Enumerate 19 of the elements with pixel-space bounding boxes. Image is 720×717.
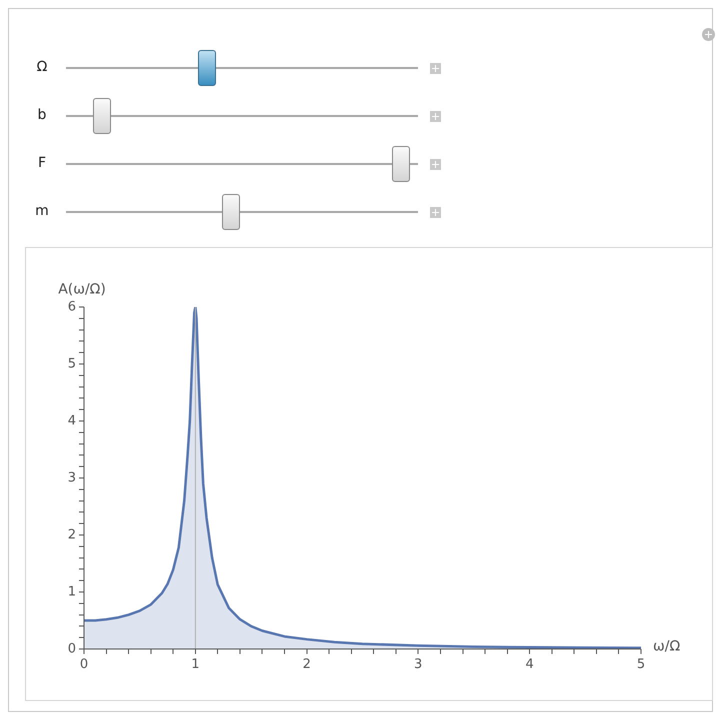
y-tick-label: 6 [68,299,76,314]
text: b [36,107,48,123]
text: m [34,203,50,219]
x-tick-label: 4 [525,657,534,672]
x-tick-label: 1 [191,657,200,672]
y-tick-label: 1 [68,584,76,600]
y-tick-label: 3 [68,470,76,486]
y-tick-label: 4 [68,413,76,428]
x-tick-label: 2 [302,657,311,672]
text: Ω [36,59,48,75]
x-tick-label: 3 [414,657,422,672]
y-tick-label: 5 [68,356,76,372]
text: F [36,155,48,171]
y-tick-label: 2 [68,527,76,542]
x-tick-label: 0 [80,657,88,672]
x-tick-label: 5 [636,657,646,672]
y-tick-label: 0 [68,641,76,656]
y-axis-title: A(ω/Ω) [58,282,106,298]
x-axis-title: ω/Ω [653,638,680,655]
